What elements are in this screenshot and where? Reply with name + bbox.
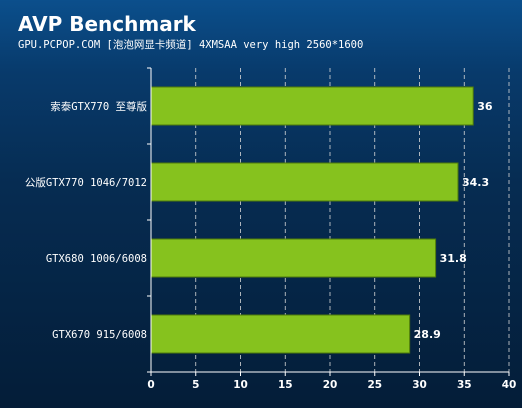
- x-tick-label-15: 15: [278, 379, 293, 391]
- bar-4: [150, 314, 411, 354]
- category-label-1: 索泰GTX770 至尊版: [50, 100, 147, 113]
- chart-subtitle: GPU.PCPOP.COM [泡泡网显卡频道] 4XMSAA very high…: [18, 38, 363, 51]
- x-tick-label-10: 10: [233, 379, 248, 391]
- value-label-1: 36: [477, 100, 493, 113]
- x-tick-label-20: 20: [323, 379, 338, 391]
- value-label-2: 34.3: [462, 176, 489, 189]
- x-tick-label-30: 30: [412, 379, 427, 391]
- bar-2: [150, 162, 459, 202]
- category-label-3: GTX680 1006/6008: [46, 253, 147, 265]
- value-label-3: 31.8: [440, 252, 467, 265]
- value-label-4: 28.9: [414, 328, 441, 341]
- category-label-2: 公版GTX770 1046/7012: [25, 176, 147, 189]
- x-tick-label-25: 25: [367, 379, 382, 391]
- x-tick-label-0: 0: [147, 379, 154, 391]
- x-tick-label-40: 40: [502, 379, 517, 391]
- category-label-4: GTX670 915/6008: [52, 329, 147, 341]
- x-tick-label-35: 35: [457, 379, 472, 391]
- labels: 36 索泰GTX770 至尊版 34.3 公版GTX770 1046/7012 31.8…: [25, 100, 516, 391]
- bars: [150, 86, 474, 354]
- bar-1: [150, 86, 474, 126]
- x-tick-label-5: 5: [192, 379, 199, 391]
- bar-3: [150, 238, 437, 278]
- axes: [147, 67, 510, 376]
- chart-title: AVP Benchmark: [18, 12, 197, 36]
